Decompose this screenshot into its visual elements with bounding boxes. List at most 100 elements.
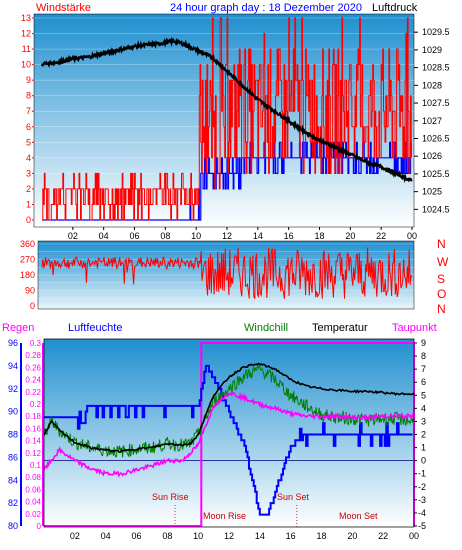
annotation-moon-set: Moon Set [339,511,378,521]
windchill-line [43,364,414,458]
temp-tick-label: 0 [421,456,426,466]
pressure-tick-label: 1028 [422,80,442,90]
legend-dewpoint: Taupunkt [392,322,437,334]
compass-letter: O [437,287,446,301]
temp-tick-label: -1 [418,469,426,479]
annotation-sun-set: Sun Set [277,492,310,502]
rain-tick-label: 0.3 [30,339,42,348]
legend-rain: Regen [2,322,34,334]
temp-tick-label: 2 [421,430,426,440]
legend-temperature: Temperatur [312,322,368,334]
header-left-label: Windstärke [36,2,91,14]
pressure-tick-label: 1028.5 [422,63,450,73]
wind-tick-label: 10 [21,60,31,70]
time-tick-label: 08 [160,231,170,241]
direction-tick-label: 360 [20,239,35,249]
wind-tick-label: 1 [26,199,31,209]
temp-tick-label: 3 [421,416,426,426]
time-tick-label: 22 [376,231,386,241]
pressure-tick-label: 1024.5 [422,204,450,214]
chart-title: 24 hour graph day : 18 Dezember 2020 [170,2,362,14]
humidity-tick-label: 92 [8,384,18,394]
humidity-tick-label: 86 [8,452,18,462]
pressure-tick-label: 1029 [422,45,442,55]
pressure-tick-label: 1026 [422,151,442,161]
annotation-sun-rise: Sun Rise [152,492,189,502]
temp-tick-label: 8 [421,351,426,361]
time-tick-label: 02 [70,531,80,541]
temperature-line [43,362,415,454]
temp-tick-label: 5 [421,390,426,400]
time-tick-label: 04 [99,231,109,241]
rain-tick-label: 0 [37,522,42,531]
humidity-tick-label: 90 [8,407,18,417]
compass-letter: N [437,237,446,251]
time-tick-label: 20 [347,531,357,541]
time-tick-label: 12 [222,231,232,241]
wind-tick-label: 0 [26,215,31,225]
pressure-tick-label: 1026.5 [422,133,450,143]
time-tick-label: 20 [345,231,355,241]
wind-tick-label: 3 [26,168,31,178]
direction-line [41,247,413,299]
time-tick-label: 02 [68,231,78,241]
rain-tick-label: 0.14 [25,437,41,446]
time-tick-label: 18 [314,231,324,241]
pressure-tick-label: 1027 [422,116,442,126]
rain-tick-label: 0.12 [25,449,41,458]
temp-tick-label: 4 [421,403,426,413]
wind-line [42,17,412,221]
rain-tick-label: 0.06 [25,485,41,494]
rain-tick-label: 0.24 [25,376,41,385]
humidity-tick-label: 94 [8,361,18,371]
time-tick-label: 10 [193,531,203,541]
temp-tick-label: 6 [421,377,426,387]
rain-tick-label: 0.02 [25,510,41,519]
temp-tick-label: 7 [421,364,426,374]
rain-tick-label: 0.2 [30,400,42,409]
pressure-tick-label: 1027.5 [422,98,450,108]
rain-tick-label: 0.16 [25,424,41,433]
humidity-tick-label: 84 [8,475,18,485]
direction-tick-label: 180 [20,270,35,280]
legend-humidity: Luftfeuchte [68,322,122,334]
humidity-tick-label: 96 [8,338,18,348]
time-tick-label: 04 [101,531,111,541]
pressure-line [40,36,413,184]
time-tick-label: 10 [191,231,201,241]
wind-tick-label: 13 [21,13,31,23]
rain-tick-label: 0.28 [25,351,41,360]
pressure-tick-label: 1025.5 [422,169,450,179]
temp-tick-label: -4 [418,508,426,518]
time-tick-label: 22 [378,531,388,541]
humidity-tick-label: 82 [8,498,18,508]
wind-tick-label: 2 [26,184,31,194]
humidity-tick-label: 80 [8,521,18,531]
time-tick-label: 18 [316,531,326,541]
time-tick-label: 12 [224,531,234,541]
temp-tick-label: 9 [421,338,426,348]
rain-tick-label: 0.08 [25,473,41,482]
wind-tick-label: 12 [21,29,31,39]
wind-tick-label: 11 [22,44,31,54]
rain-tick-label: 0.04 [25,498,41,507]
humidity-line [44,364,413,516]
humidity-tick-label: 88 [8,430,18,440]
direction-tick-label: 90 [25,286,35,296]
rain-tick-label: 0.18 [25,412,41,421]
time-tick-label: 00 [407,231,417,241]
wind-tick-label: 7 [26,106,31,116]
wind-tick-label: 4 [26,153,31,163]
compass-letter: S [437,272,445,286]
temp-tick-label: 1 [421,443,426,453]
temp-panel-bg [43,338,415,528]
direction-tick-label: 270 [20,255,35,265]
time-tick-label: 06 [129,231,139,241]
pressure-tick-label: 1029.5 [422,27,450,37]
time-tick-label: 16 [284,231,294,241]
temp-tick-label: -2 [418,482,426,492]
rain-tick-label: 0.22 [25,388,41,397]
header-right-label: Luftdruck [372,2,418,14]
pressure-tick-label: 1025 [422,187,442,197]
